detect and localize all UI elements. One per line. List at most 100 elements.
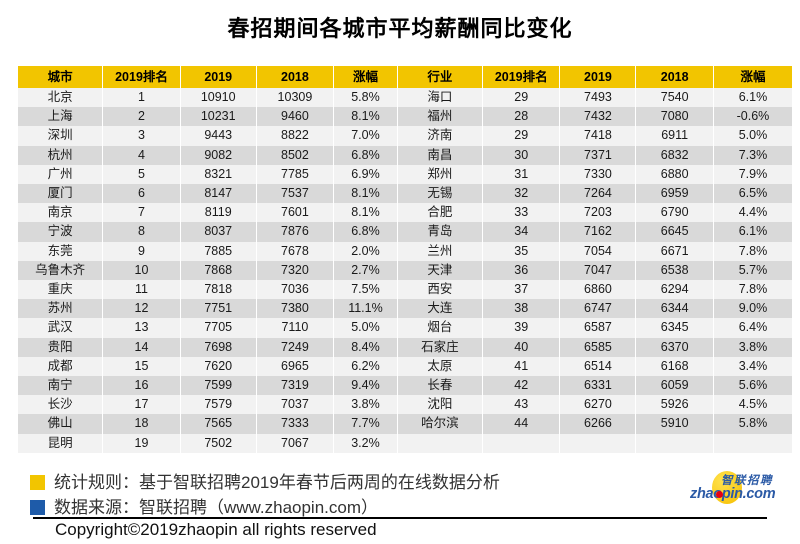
table-cell: 7418 [559, 126, 637, 146]
table-row: 厦门 6 8147 7537 8.1% 无锡 32 7264 6959 6.5% [16, 184, 794, 204]
table-cell: 石家庄 [396, 337, 483, 357]
table-cell: 7537 [255, 184, 335, 204]
blue-square-bullet [30, 500, 45, 515]
table-cell: 3.8% [333, 395, 398, 415]
column-header: 行业 [396, 66, 483, 88]
table-cell: 哈尔滨 [396, 414, 483, 434]
table-cell: 10309 [255, 88, 335, 108]
table-cell: 7067 [255, 433, 335, 453]
table-cell: 11 [102, 280, 181, 300]
table-cell: 7502 [179, 433, 257, 453]
table-cell: 乌鲁木齐 [16, 260, 104, 281]
table-row: 贵阳 14 7698 7249 8.4% 石家庄 40 6585 6370 3.8% [16, 337, 794, 357]
table-cell: 19 [102, 433, 181, 453]
table-cell: 7493 [559, 88, 637, 108]
table-cell: 5910 [635, 414, 714, 434]
table-cell: 7330 [559, 164, 637, 185]
page-title: 春招期间各城市平均薪酬同比变化 [227, 16, 573, 41]
table-cell: 6294 [635, 280, 714, 300]
logo-domain-text: zhaopin.com [690, 486, 776, 502]
table-cell: 6585 [559, 337, 637, 357]
table-cell: 4.4% [712, 203, 794, 223]
table-cell: 6.1% [712, 222, 794, 242]
table-cell: 7 [102, 203, 181, 223]
table-cell: 天津 [396, 260, 483, 281]
table-cell: 40 [481, 337, 561, 357]
table-cell: 7264 [559, 184, 637, 204]
table-cell: 44 [481, 414, 561, 434]
table-cell: 10231 [179, 107, 257, 127]
table-cell [396, 433, 483, 453]
table-cell: 北京 [16, 88, 104, 108]
table-row: 南宁 16 7599 7319 9.4% 长春 42 6331 6059 5.6% [16, 376, 794, 396]
table-cell: 42 [481, 376, 561, 396]
note-source: 数据来源：智联招聘（www.zhaopin.com） [30, 493, 378, 518]
table-cell: 5.6% [712, 376, 794, 396]
table-cell: 7818 [179, 280, 257, 300]
table-cell: 6345 [635, 318, 714, 338]
table-cell: 2.0% [333, 241, 398, 261]
table-cell: 7249 [255, 337, 335, 357]
table-cell: 8.1% [333, 184, 398, 204]
table-cell: 7110 [255, 318, 335, 338]
table-cell: 9082 [179, 145, 257, 165]
table-cell: 7540 [635, 88, 714, 108]
table-cell: 7705 [179, 318, 257, 338]
note-source-text: 数据来源：智联招聘（www.zhaopin.com） [54, 498, 379, 517]
column-header: 2019 [179, 66, 257, 88]
table-cell: 31 [481, 164, 561, 185]
table-cell: 6266 [559, 414, 637, 434]
column-header: 2018 [635, 66, 714, 88]
table-cell: 2 [102, 107, 181, 127]
table-cell: 7.8% [712, 280, 794, 300]
table-cell: 17 [102, 395, 181, 415]
table-cell [712, 433, 794, 453]
table-cell: 5.7% [712, 260, 794, 281]
table-cell: 4.5% [712, 395, 794, 415]
table-cell: 8037 [179, 222, 257, 242]
table-cell: 4 [102, 145, 181, 165]
table-row: 重庆 11 7818 7036 7.5% 西安 37 6860 6294 7.8% [16, 280, 794, 300]
logo-yellow-circle-icon [712, 471, 742, 504]
table-cell: 5 [102, 164, 181, 185]
table-cell: 大连 [396, 299, 483, 319]
divider-line [33, 517, 767, 519]
table-cell: 7.0% [333, 126, 398, 146]
table-cell: 合肥 [396, 203, 483, 223]
table-cell: 杭州 [16, 145, 104, 165]
table-cell: 6790 [635, 203, 714, 223]
column-header: 2019排名 [481, 66, 561, 88]
table-cell: 14 [102, 337, 181, 357]
table-row: 苏州 12 7751 7380 11.1% 大连 38 6747 6344 9.0% [16, 299, 794, 319]
table-cell: 7047 [559, 260, 637, 281]
table-cell: 3 [102, 126, 181, 146]
table-cell: 7579 [179, 395, 257, 415]
table-cell: 东莞 [16, 241, 104, 261]
table-cell: 6.9% [333, 164, 398, 185]
table-cell: 11.1% [333, 299, 398, 319]
table-row: 成都 15 7620 6965 6.2% 太原 41 6514 6168 3.4% [16, 356, 794, 377]
table-cell: 34 [481, 222, 561, 242]
table-cell: 无锡 [396, 184, 483, 204]
table-cell [481, 433, 561, 453]
table-cell: 厦门 [16, 184, 104, 204]
table-cell: 6 [102, 184, 181, 204]
table-cell: 7380 [255, 299, 335, 319]
table-cell: 6911 [635, 126, 714, 146]
table-cell: 6168 [635, 356, 714, 377]
table-cell: 6.4% [712, 318, 794, 338]
table-cell: 7.3% [712, 145, 794, 165]
table-cell: 济南 [396, 126, 483, 146]
table-cell: 7162 [559, 222, 637, 242]
table-cell: 6965 [255, 356, 335, 377]
table-cell: 3.8% [712, 337, 794, 357]
column-header: 涨幅 [712, 66, 794, 88]
table-cell: 8147 [179, 184, 257, 204]
table-cell: 7320 [255, 260, 335, 281]
table-cell: 太原 [396, 356, 483, 377]
table-cell: 广州 [16, 164, 104, 185]
table-cell: 郑州 [396, 164, 483, 185]
table-cell: 8.4% [333, 337, 398, 357]
table-cell: 7601 [255, 203, 335, 223]
